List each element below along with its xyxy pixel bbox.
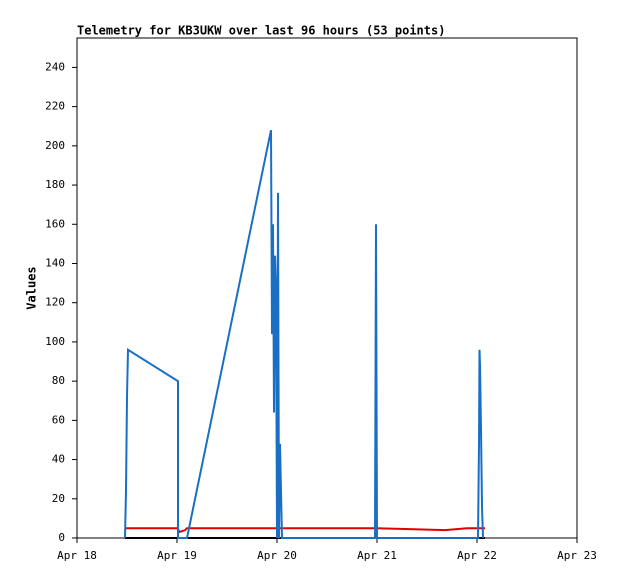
y-tick-label: 160 [45, 217, 65, 230]
y-tick-label: 220 [45, 100, 65, 113]
y-tick-label: 200 [45, 139, 65, 152]
x-tick-label: Apr 23 [557, 549, 597, 562]
x-tick-label: Apr 21 [357, 549, 397, 562]
y-tick-label: 240 [45, 60, 65, 73]
y-axis-label: Values [25, 266, 39, 309]
chart-title: Telemetry for KB3UKW over last 96 hours … [77, 24, 445, 38]
x-tick-label: Apr 20 [257, 549, 297, 562]
y-tick-label: 60 [52, 413, 65, 426]
y-tick-label: 20 [52, 492, 65, 505]
x-tick-label: Apr 19 [157, 549, 197, 562]
series-line [124, 129, 484, 539]
y-tick-label: 0 [58, 531, 65, 544]
y-tick-label: 180 [45, 178, 65, 191]
y-tick-label: 100 [45, 335, 65, 348]
y-tick-label: 120 [45, 296, 65, 309]
y-tick-label: 140 [45, 256, 65, 269]
y-tick-label: 40 [52, 453, 65, 466]
x-tick-label: Apr 18 [57, 549, 97, 562]
x-tick-label: Apr 22 [457, 549, 497, 562]
y-tick-label: 80 [52, 374, 65, 387]
